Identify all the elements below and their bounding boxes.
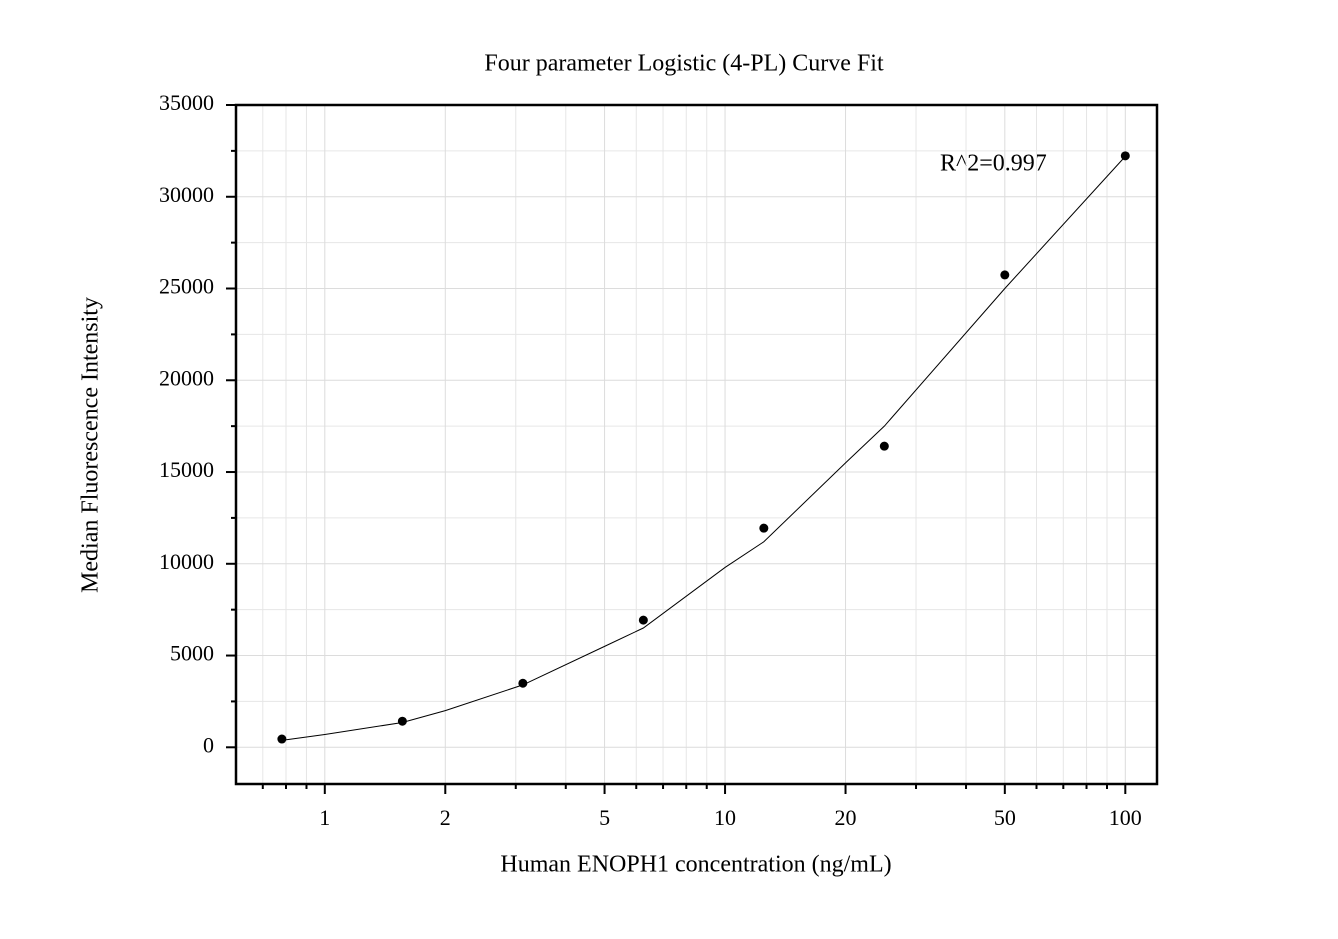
y-tick-label: 20000 [159,365,214,390]
data-point [277,734,287,744]
x-axis-label: Human ENOPH1 concentration (ng/mL) [500,852,891,878]
data-point [759,523,769,533]
data-point [638,615,648,625]
data-point [397,716,407,726]
x-tick-label: 50 [994,805,1016,830]
fit-curve [281,156,1126,741]
x-tick-label: 2 [440,805,451,830]
y-tick-label: 35000 [159,90,214,115]
y-tick-label: 25000 [159,274,214,299]
x-tick-label: 20 [835,805,857,830]
plot-frame [234,103,1159,786]
y-tick-label: 15000 [159,457,214,482]
y-tick-label: 5000 [170,641,214,666]
x-tick-label: 10 [714,805,736,830]
y-tick-label: 0 [203,732,214,757]
data-point [879,441,889,451]
data-point [1000,270,1010,280]
data-point [1120,151,1130,161]
annotation: R^2=0.997 [940,151,1047,177]
x-tick-label: 1 [319,805,330,830]
y-axis-label: Median Fluorescence Intensity [78,297,104,593]
y-tick-label: 10000 [159,549,214,574]
chart-title: Four parameter Logistic (4-PL) Curve Fit [484,51,884,77]
y-tick-label: 30000 [159,182,214,207]
x-tick-label: 100 [1109,805,1142,830]
x-tick-label: 5 [599,805,610,830]
